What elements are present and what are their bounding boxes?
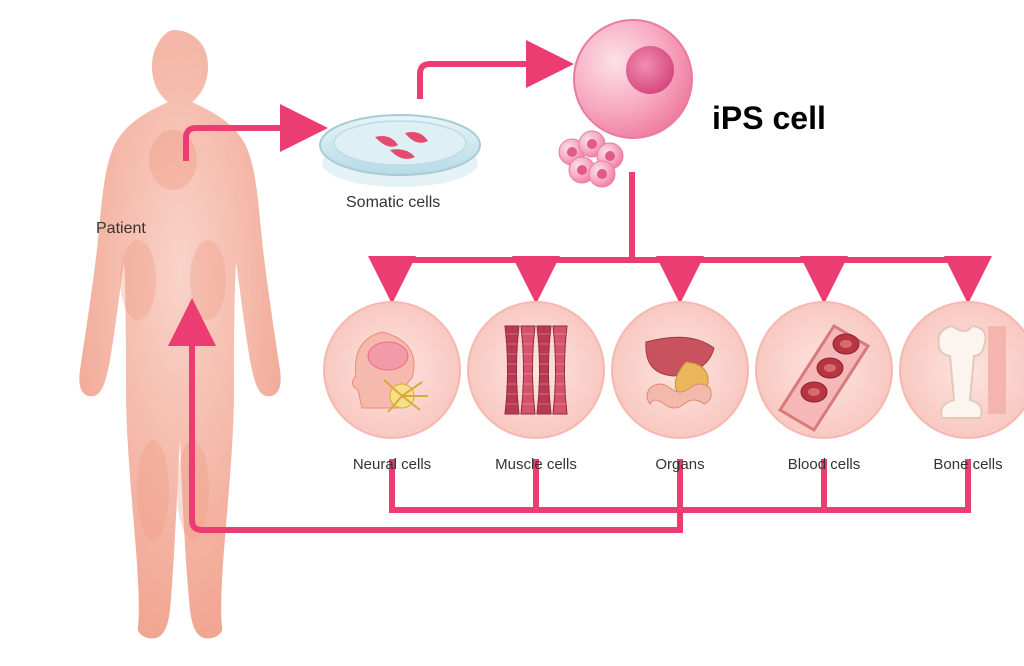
organs-label: Organs — [620, 456, 740, 473]
patient-body — [79, 30, 280, 638]
neural-label: Neural cells — [332, 456, 452, 473]
diagram-stage: Patient Somatic cells iPS cell Neural ce… — [0, 0, 1024, 666]
blood-cell-circle — [756, 302, 892, 438]
bone-cell-circle — [900, 302, 1024, 438]
cell-type-group — [324, 302, 1024, 438]
blood-label: Blood cells — [764, 456, 884, 473]
muscle-label: Muscle cells — [476, 456, 596, 473]
neural-cell-circle — [324, 302, 460, 438]
ips-title: iPS cell — [712, 100, 826, 137]
somatic-to-ips — [420, 64, 562, 96]
svg-layer — [0, 0, 1024, 666]
muscle-cell-circle — [468, 302, 604, 438]
patient-label: Patient — [96, 220, 146, 238]
ips-cell — [559, 20, 692, 187]
somatic-label: Somatic cells — [346, 194, 440, 212]
petri-dish — [320, 115, 480, 187]
bone-label: Bone cells — [908, 456, 1024, 473]
organs-cell-circle — [612, 302, 748, 438]
